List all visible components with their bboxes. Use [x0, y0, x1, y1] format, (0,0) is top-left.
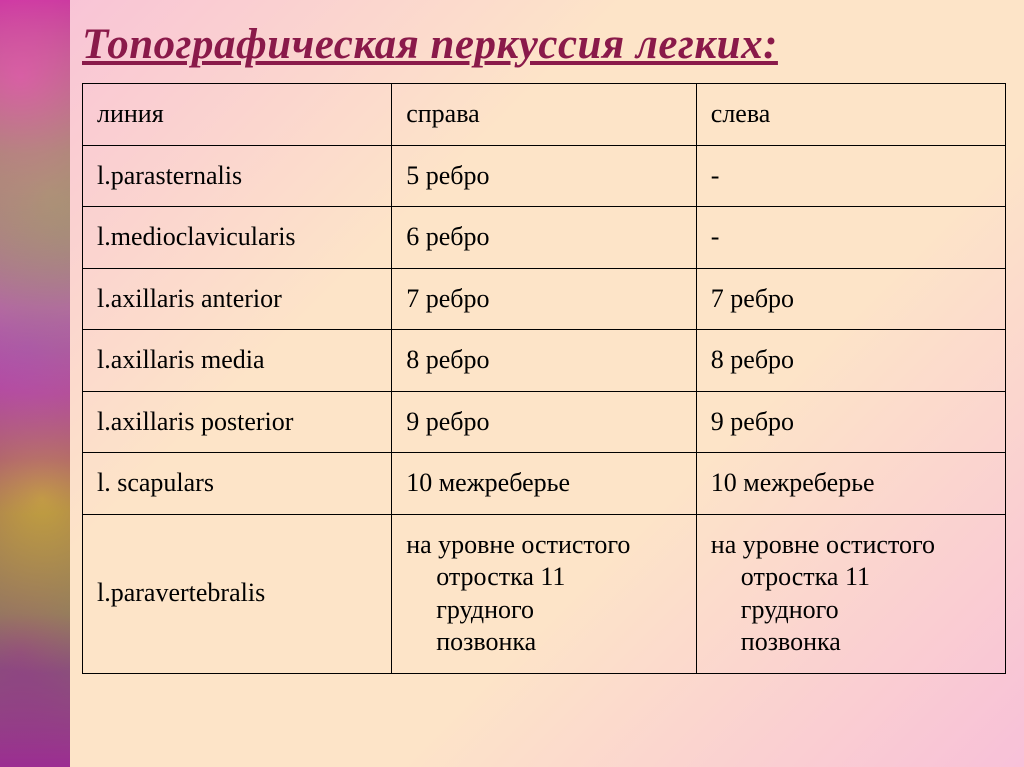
header-line: линия: [83, 84, 392, 146]
cell-right: 10 межреберье: [392, 453, 697, 515]
table-row: l.parasternalis 5 ребро -: [83, 145, 1006, 207]
cell-left: 8 ребро: [696, 330, 1005, 392]
cell-text-line: на уровне остистого: [406, 530, 630, 559]
cell-right: 6 ребро: [392, 207, 697, 269]
cell-text-line: на уровне остистого: [711, 530, 935, 559]
cell-text-line: отростка 11: [406, 561, 684, 594]
table-row: l.axillaris media 8 ребро 8 ребро: [83, 330, 1006, 392]
decorative-side-strip: [0, 0, 70, 767]
cell-text-line: грудного: [406, 594, 684, 627]
cell-right: на уровне остистого отростка 11 грудного…: [392, 514, 697, 673]
table-row: l. scapulars 10 межреберье 10 межреберье: [83, 453, 1006, 515]
cell-line: l.parasternalis: [83, 145, 392, 207]
cell-line: l.axillaris anterior: [83, 268, 392, 330]
cell-line: l. scapulars: [83, 453, 392, 515]
cell-text-line: отростка 11: [711, 561, 993, 594]
slide-content: Топографическая перкуссия легких: линия …: [70, 0, 1024, 767]
cell-right: 7 ребро: [392, 268, 697, 330]
table-row: l.medioclavicularis 6 ребро -: [83, 207, 1006, 269]
cell-line: l.axillaris posterior: [83, 391, 392, 453]
cell-line: l.paravertebralis: [83, 514, 392, 673]
cell-right: 5 ребро: [392, 145, 697, 207]
cell-text-line: грудного: [711, 594, 993, 627]
cell-left: -: [696, 145, 1005, 207]
header-left: слева: [696, 84, 1005, 146]
table-row: l.axillaris posterior 9 ребро 9 ребро: [83, 391, 1006, 453]
cell-line: l.axillaris media: [83, 330, 392, 392]
table-header-row: линия справа слева: [83, 84, 1006, 146]
table-row: l.axillaris anterior 7 ребро 7 ребро: [83, 268, 1006, 330]
cell-text-line: позвонка: [406, 626, 684, 659]
cell-line: l.medioclavicularis: [83, 207, 392, 269]
cell-left: 10 межреберье: [696, 453, 1005, 515]
page-title: Топографическая перкуссия легких:: [82, 20, 1006, 69]
cell-left: 7 ребро: [696, 268, 1005, 330]
table-row: l.paravertebralis на уровне остистого от…: [83, 514, 1006, 673]
cell-left: -: [696, 207, 1005, 269]
cell-left: на уровне остистого отростка 11 грудного…: [696, 514, 1005, 673]
cell-right: 8 ребро: [392, 330, 697, 392]
cell-text-line: позвонка: [711, 626, 993, 659]
cell-right: 9 ребро: [392, 391, 697, 453]
header-right: справа: [392, 84, 697, 146]
cell-left: 9 ребро: [696, 391, 1005, 453]
percussion-table: линия справа слева l.parasternalis 5 реб…: [82, 83, 1006, 674]
